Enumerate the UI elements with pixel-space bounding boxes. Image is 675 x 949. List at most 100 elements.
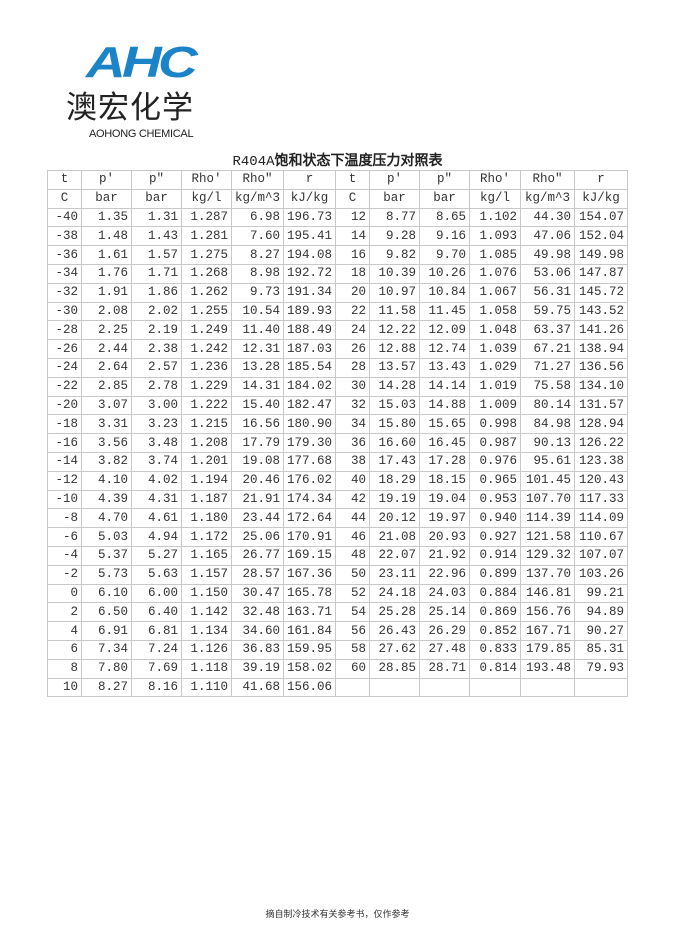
table-cell: 21.08 (369, 527, 420, 547)
table-row: -10 4.39 4.31 1.187 21.91 174.34 42 19.19 19.04 0… (47, 489, 628, 510)
table-cell: 1.076 (469, 263, 521, 284)
table-cell: 1.242 (181, 339, 232, 359)
table-cell: 1.275 (181, 245, 232, 265)
table-cell: 24 (335, 320, 370, 341)
table-cell: 107.70 (520, 489, 575, 510)
table-cell: 8.27 (81, 677, 132, 698)
table-cell: 120.43 (574, 470, 628, 491)
table-cell: 25.28 (369, 602, 420, 623)
table-cell: 1.236 (181, 357, 232, 378)
table-cell: 191.34 (283, 282, 336, 303)
table-cell: 14.88 (419, 395, 470, 416)
table-cell: 40 (335, 470, 370, 491)
table-cell: 3.82 (81, 451, 132, 472)
table-cell: 1.61 (81, 245, 132, 265)
table-cell: 4.70 (81, 508, 132, 529)
table-cell: 19.08 (231, 451, 284, 472)
table-cell: 4.39 (81, 489, 132, 510)
table-cell: 141.26 (574, 320, 628, 341)
table-cell: 94.89 (574, 602, 628, 623)
table-cell: 19.97 (419, 508, 470, 529)
table-cell: 193.48 (520, 658, 575, 679)
table-cell: 16 (335, 245, 370, 265)
table-cell: 169.15 (283, 545, 336, 566)
table-cell: -8 (47, 508, 82, 529)
table-cell: 1.48 (81, 226, 132, 247)
table-row: 0 6.10 6.00 1.150 30.47 165.78 52 24.18 24.03 0.8… (47, 583, 628, 604)
table-cell: 189.93 (283, 301, 336, 322)
table-cell: -12 (47, 470, 82, 491)
table-cell: 41.68 (231, 677, 284, 698)
table-cell: 20.12 (369, 508, 420, 529)
table-cell: 0.940 (469, 508, 521, 529)
table-cell: p' (81, 170, 132, 190)
table-cell: 145.72 (574, 282, 628, 303)
table-cell: p' (369, 170, 420, 190)
table-cell: 1.110 (181, 677, 232, 698)
table-cell: 1.165 (181, 545, 232, 566)
table-cell: 24.18 (369, 583, 420, 604)
table-cell: 114.09 (574, 508, 628, 529)
table-cell: 6.10 (81, 583, 132, 604)
table-cell: 0.998 (469, 414, 521, 435)
table-cell: 138.94 (574, 339, 628, 359)
table-cell: 1.35 (81, 207, 132, 228)
table-cell: 67.21 (520, 339, 575, 359)
table-cell: 2.44 (81, 339, 132, 359)
table-cell: 75.58 (520, 376, 575, 397)
table-cell: 32.48 (231, 602, 284, 623)
table-cell: 42 (335, 489, 370, 510)
table-cell: 32 (335, 395, 370, 416)
table-row: -26 2.44 2.38 1.242 12.31 187.03 26 12.88 12.74 1… (47, 339, 628, 359)
table-cell: 1.281 (181, 226, 232, 247)
table-cell: 23.11 (369, 564, 420, 585)
table-cell: 14.31 (231, 376, 284, 397)
table-cell: 1.208 (181, 433, 232, 453)
table-cell: 2.57 (131, 357, 182, 378)
table-cell: 38 (335, 451, 370, 472)
table-cell: 3.00 (131, 395, 182, 416)
table-cell: -34 (47, 263, 82, 284)
table-cell: 20 (335, 282, 370, 303)
table-cell: 28.57 (231, 564, 284, 585)
table-cell: Rho" (520, 170, 575, 190)
table-cell: 10.97 (369, 282, 420, 303)
table-cell: 28.71 (419, 658, 470, 679)
table-cell: 13.28 (231, 357, 284, 378)
table-cell: 17.43 (369, 451, 420, 472)
table-cell: 126.22 (574, 433, 628, 453)
table-row: -22 2.85 2.78 1.229 14.31 184.02 30 14.28 14.14 1… (47, 376, 628, 397)
table-cell: -24 (47, 357, 82, 378)
table-cell: 2.85 (81, 376, 132, 397)
table-cell: -32 (47, 282, 82, 303)
table-cell: 5.63 (131, 564, 182, 585)
table-cell: 20.46 (231, 470, 284, 491)
table-cell: 194.08 (283, 245, 336, 265)
table-cell: 4 (47, 621, 82, 641)
table-row: -40 1.35 1.31 1.287 6.98 196.73 12 8.77 8.65 1.10… (47, 207, 628, 228)
table-cell: 6.91 (81, 621, 132, 641)
table-cell: 0.869 (469, 602, 521, 623)
table-cell: 0.833 (469, 639, 521, 660)
table-cell: 1.048 (469, 320, 521, 341)
table-cell: p" (131, 170, 182, 190)
table-cell: 2.64 (81, 357, 132, 378)
table-cell: 85.31 (574, 639, 628, 660)
table-cell: 1.118 (181, 658, 232, 679)
table-cell: 185.54 (283, 357, 336, 378)
table-cell: 1.287 (181, 207, 232, 228)
table-cell: 1.029 (469, 357, 521, 378)
table-cell: 0.914 (469, 545, 521, 566)
table-cell: 18 (335, 263, 370, 284)
table-cell: 48 (335, 545, 370, 566)
table-cell: 10.39 (369, 263, 420, 284)
table-cell: 13.57 (369, 357, 420, 378)
table-cell: 34 (335, 414, 370, 435)
table-cell: 134.10 (574, 376, 628, 397)
table-cell: 6.81 (131, 621, 182, 641)
table-cell: -6 (47, 527, 82, 547)
table-cell: 12.22 (369, 320, 420, 341)
table-cell: 152.04 (574, 226, 628, 247)
